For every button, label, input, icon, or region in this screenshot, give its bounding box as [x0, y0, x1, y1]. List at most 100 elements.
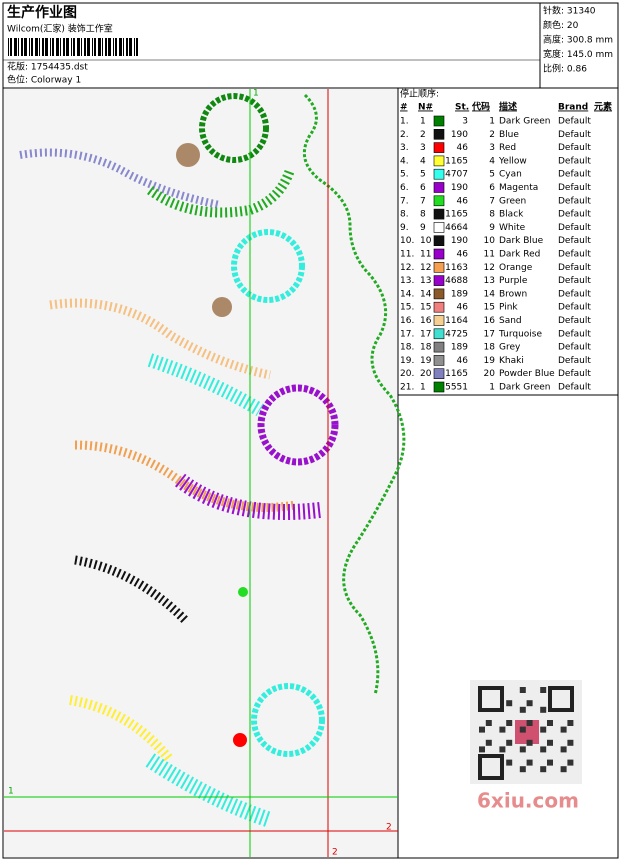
cell-brand: Default [558, 236, 591, 246]
cell-brand: Default [558, 156, 591, 166]
cell-code: 12 [484, 263, 495, 273]
qr-module [560, 746, 567, 753]
company: Wilcom(汇家) 装饰工作室 [7, 23, 113, 35]
color-swatch [433, 195, 445, 207]
column-header: # [400, 103, 408, 113]
cell-stitches: 46 [457, 303, 469, 313]
cell-needle: 1 [420, 383, 426, 393]
stat: 颜色: 20 [543, 19, 579, 31]
cell-description: Brown [499, 289, 527, 299]
cell-needle: 20 [420, 369, 432, 379]
stat: 高度: 300.8 mm [543, 34, 613, 46]
cell-description: Dark Blue [499, 236, 544, 246]
cell-code: 5 [489, 170, 495, 180]
cell-index: 7. [400, 196, 409, 206]
qr-module [519, 687, 526, 693]
qr-module [540, 687, 547, 693]
column-header: 元素 [594, 101, 612, 113]
colorway: 色位: Colorway 1 [7, 74, 81, 86]
cell-brand: Default [558, 183, 591, 193]
cell-needle: 6 [420, 183, 426, 193]
color-swatch [433, 328, 445, 340]
cell-stitches: 190 [451, 183, 468, 193]
bar-stripe [115, 38, 117, 56]
cell-index: 8. [400, 210, 409, 220]
cell-code: 1 [489, 383, 495, 393]
stat: 针数: 31340 [543, 5, 596, 17]
qr-module [506, 700, 513, 707]
cell-stitches: 1164 [445, 316, 468, 326]
qr-module [547, 739, 553, 746]
bar-stripe [52, 38, 54, 56]
qr-module [547, 720, 553, 726]
cell-needle: 4 [420, 156, 426, 166]
cell-stitches: 46 [457, 250, 469, 260]
cell-description: Orange [499, 263, 533, 273]
bar-stripe [102, 38, 103, 56]
cell-description: Magenta [499, 183, 538, 193]
bar-stripe [108, 38, 111, 56]
bar-stripe [31, 38, 33, 56]
stats: 针数: 31340 颜色: 20 高度: 300.8 mm 宽度: 145.0 mm 比… [543, 5, 613, 75]
bar-stripe [136, 38, 138, 56]
color-swatch [433, 129, 445, 140]
color-swatch [433, 315, 445, 326]
branch [147, 353, 264, 417]
cell-code: 3 [489, 143, 495, 153]
barcode [8, 38, 138, 56]
cell-index: 21. [400, 383, 414, 393]
cell-code: 14 [484, 289, 496, 299]
bar-stripe [60, 38, 61, 56]
qr-module [540, 706, 547, 713]
qr-module [560, 726, 567, 733]
qr-module [519, 766, 526, 773]
color-swatch [433, 182, 445, 193]
cell-description: Cyan [499, 170, 522, 180]
color-swatch [433, 208, 445, 220]
bar-stripe [14, 38, 17, 56]
qr-module [519, 706, 526, 713]
cell-needle: 15 [420, 303, 431, 313]
qr-module [547, 759, 553, 766]
cell-brand: Default [558, 170, 591, 180]
cell-stitches: 189 [451, 343, 468, 353]
cell-code: 1 [489, 117, 495, 127]
cell-needle: 13 [420, 276, 431, 286]
bar-stripe [105, 38, 107, 56]
bar-stripe [66, 38, 69, 56]
cell-stitches: 1165 [445, 156, 468, 166]
cell-brand: Default [558, 196, 591, 206]
cell-stitches: 190 [451, 130, 468, 140]
cell-code: 20 [484, 369, 496, 379]
cell-brand: Default [558, 369, 591, 379]
cell-needle: 12 [420, 263, 431, 273]
cell-brand: Default [558, 223, 591, 233]
qr-module [567, 739, 574, 746]
bar-stripe [92, 38, 93, 56]
cell-index: 9. [400, 223, 409, 233]
qr-module [499, 746, 506, 753]
column-header: 代码 [471, 101, 490, 113]
color-swatch [433, 288, 445, 300]
cell-code: 10 [484, 236, 496, 246]
motif [199, 93, 269, 163]
cell-description: Blue [499, 130, 519, 140]
cell-brand: Default [558, 329, 591, 339]
cell-stitches: 190 [451, 236, 468, 246]
cell-index: 11. [400, 250, 414, 260]
cell-code: 4 [489, 156, 495, 166]
flower [176, 143, 200, 167]
cell-stitches: 1163 [445, 263, 468, 273]
stop-table: # N# St. 代码 描述 Brand 元素1. 1 3 1 Dark Green Default2… [400, 101, 612, 393]
color-swatch [433, 115, 445, 127]
qr-module [567, 759, 574, 766]
flower [233, 733, 247, 747]
table-title: 停止顺序: [400, 88, 439, 100]
color-swatch [433, 248, 445, 260]
column-header: N# [418, 103, 433, 113]
bar-stripe [8, 38, 9, 56]
motif [257, 384, 339, 466]
cell-needle: 3 [420, 143, 426, 153]
cell-stitches: 1165 [445, 369, 468, 379]
